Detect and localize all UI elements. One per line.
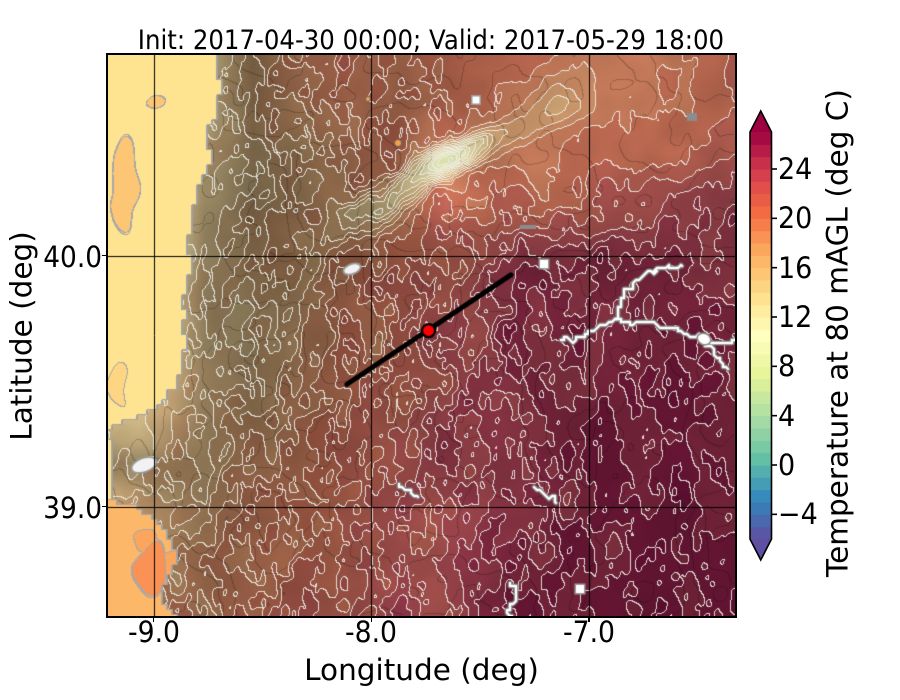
colorbar-tick-label: 20 bbox=[777, 201, 812, 236]
y-tick-mark bbox=[102, 505, 108, 508]
colorbar-band bbox=[750, 341, 772, 355]
colorbar-band bbox=[750, 230, 772, 244]
colorbar-band bbox=[750, 329, 772, 343]
colorbar-band bbox=[750, 181, 772, 195]
colorbar-extend-lower bbox=[750, 539, 772, 560]
colorbar-band bbox=[750, 292, 772, 306]
colorbar-band bbox=[750, 403, 772, 417]
colorbar-tick-label: −4 bbox=[777, 497, 818, 532]
colorbar-band bbox=[750, 514, 772, 528]
colorbar-band bbox=[750, 440, 772, 454]
colorbar-band bbox=[750, 218, 772, 232]
x-tick-label: -7.0 bbox=[563, 615, 616, 649]
colorbar-band bbox=[750, 144, 772, 158]
colorbar-outline bbox=[749, 109, 773, 562]
colorbar-band bbox=[750, 378, 772, 392]
plot-title: Init: 2017-04-30 00:00; Valid: 2017-05-2… bbox=[137, 25, 725, 56]
x-tick-mark bbox=[152, 616, 155, 622]
colorbar-tick-label: 12 bbox=[777, 300, 812, 334]
colorbar-band bbox=[750, 317, 772, 330]
colorbar-band bbox=[750, 193, 772, 207]
colorbar-band bbox=[750, 366, 772, 380]
colorbar-band bbox=[750, 502, 772, 515]
y-tick-label: 40.0 bbox=[43, 239, 102, 274]
colorbar-band bbox=[750, 465, 772, 478]
x-tick-mark bbox=[370, 616, 373, 622]
colorbar-label: Temperature at 80 mAGL (deg C) bbox=[820, 89, 855, 577]
map-plot-area bbox=[106, 53, 737, 618]
colorbar-band bbox=[750, 156, 772, 170]
colorbar-band bbox=[750, 415, 772, 429]
colorbar-tick-label: 24 bbox=[777, 152, 812, 186]
colorbar-band bbox=[750, 304, 772, 318]
colorbar-band bbox=[750, 169, 772, 182]
x-axis-label: Longitude (deg) bbox=[304, 653, 539, 687]
colorbar-band bbox=[750, 243, 772, 256]
colorbar-band bbox=[750, 489, 772, 503]
x-tick-mark bbox=[588, 616, 590, 622]
colorbar-band bbox=[750, 477, 772, 491]
colorbar-band bbox=[750, 391, 772, 404]
colorbar-band bbox=[750, 280, 772, 293]
colorbar-band bbox=[750, 526, 772, 540]
colorbar-extend-upper bbox=[750, 111, 772, 132]
colorbar-tick-label: 8 bbox=[777, 349, 795, 384]
colorbar-band bbox=[750, 255, 772, 269]
temperature-map-canvas[interactable] bbox=[108, 55, 735, 616]
colorbar-band bbox=[750, 354, 772, 367]
colorbar-band bbox=[750, 452, 772, 466]
colorbar-band bbox=[750, 206, 772, 219]
colorbar-band bbox=[750, 132, 772, 145]
colorbar-band bbox=[750, 267, 772, 281]
y-tick-label: 39.0 bbox=[43, 490, 102, 525]
x-tick-label: -8.0 bbox=[345, 615, 398, 649]
colorbar-tick-label: 4 bbox=[777, 398, 795, 433]
x-tick-label: -9.0 bbox=[127, 615, 180, 649]
colorbar-tick-label: 16 bbox=[777, 250, 812, 285]
colorbar-tick-label: 0 bbox=[777, 448, 795, 482]
colorbar-band bbox=[750, 428, 772, 441]
y-tick-mark bbox=[102, 254, 108, 257]
